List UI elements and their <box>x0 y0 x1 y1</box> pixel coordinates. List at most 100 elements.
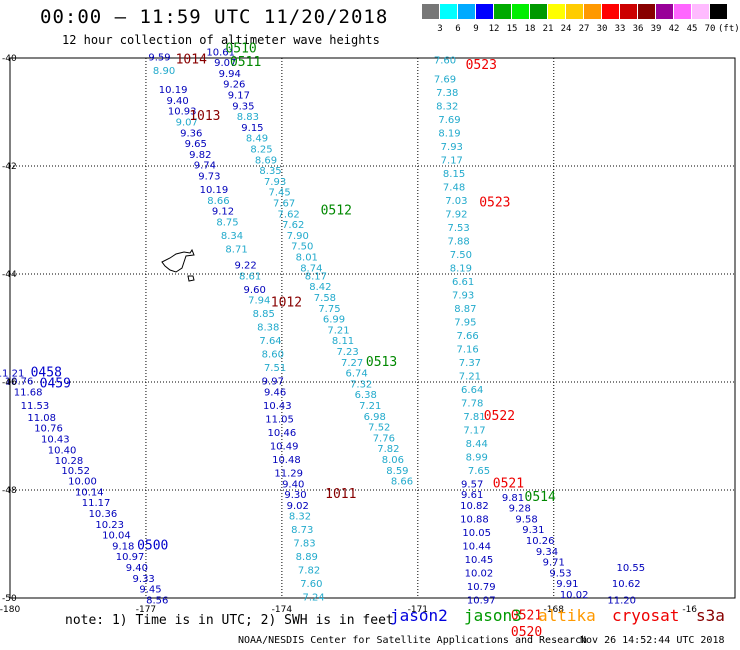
swh-value: 7.83 <box>293 539 315 550</box>
swh-value: 7.53 <box>447 223 469 234</box>
swh-value: 9.07 <box>214 58 236 69</box>
map-grid <box>9 57 736 599</box>
swh-value: 11.21 <box>0 369 24 380</box>
legend-swatch <box>512 4 529 19</box>
swh-value: 8.49 <box>246 134 268 145</box>
legend-swatch <box>584 4 601 19</box>
swh-value: 10.00 <box>68 477 97 488</box>
swh-value: 9.26 <box>223 80 245 91</box>
swh-value: 7.17 <box>441 155 463 166</box>
swh-value: 8.01 <box>296 253 318 264</box>
swh-value: 9.73 <box>198 172 220 183</box>
swh-value: 8.34 <box>221 231 243 242</box>
swh-value: 6.99 <box>323 315 345 326</box>
swh-value: 7.76 <box>373 433 395 444</box>
swh-value: 10.45 <box>465 555 494 566</box>
legend-label: 9 <box>473 24 479 34</box>
swh-value: 8.66 <box>391 477 413 488</box>
swh-value: 8.60 <box>262 350 284 361</box>
swh-value: 7.64 <box>259 336 281 347</box>
legend-swatch <box>566 4 583 19</box>
pass-time-label: 0523 <box>479 196 510 211</box>
legend-swatch <box>422 4 439 19</box>
legend-label: 30 <box>596 24 608 34</box>
swh-value: 6.64 <box>461 385 483 396</box>
legend-label: 15 <box>506 24 518 34</box>
legend-label: 27 <box>578 24 590 34</box>
swh-value: 7.66 <box>457 331 479 342</box>
swh-value: 8.32 <box>436 101 458 112</box>
swh-value: 8.71 <box>225 244 247 255</box>
swh-value: 7.50 <box>450 250 472 261</box>
lat-tick-label: -48 <box>2 486 17 496</box>
swh-value: 9.33 <box>133 574 155 585</box>
legend-label: 3 <box>437 24 443 34</box>
swh-value: 9.31 <box>522 525 544 536</box>
swh-value: 10.43 <box>41 434 70 445</box>
pass-time-label: 0521 <box>511 609 542 624</box>
swh-value: 10.97 <box>116 552 145 563</box>
swh-value: 11.08 <box>27 413 56 424</box>
footnote: note: 1) Time is in UTC; 2) SWH is in fe… <box>65 613 394 628</box>
swh-value: 8.38 <box>257 323 279 334</box>
swh-value: 10.97 <box>467 595 496 606</box>
swh-value: 10.76 <box>34 424 63 435</box>
pass-time-label: 0523 <box>466 58 497 73</box>
map-frame <box>9 57 736 599</box>
swh-value: 8.44 <box>466 439 488 450</box>
swh-tracks: 11.2110.7611.6811.5311.0810.7610.4310.40… <box>0 47 645 606</box>
chart-title: 00:00 – 11:59 UTC 11/20/2018 <box>40 6 389 28</box>
legend-swatch <box>458 4 475 19</box>
swh-value: 7.90 <box>287 231 309 242</box>
swh-value: 9.17 <box>228 91 250 102</box>
swh-value: 7.78 <box>461 398 483 409</box>
lat-tick-label: -42 <box>2 162 17 172</box>
swh-value: 9.34 <box>536 547 558 558</box>
swh-value: 10.44 <box>462 541 491 552</box>
swh-value: 8.19 <box>438 128 460 139</box>
swh-value: 7.51 <box>264 363 286 374</box>
swh-value: 11.17 <box>82 498 111 509</box>
pass-time-label: 0521 <box>493 476 524 491</box>
legend-label: 33 <box>614 24 626 34</box>
pass-time-label: 0510 <box>225 42 256 57</box>
swh-value: 8.75 <box>216 217 238 228</box>
pass-time-label: 0522 <box>484 409 515 424</box>
swh-value: 7.82 <box>377 444 399 455</box>
pass-time-label: 0512 <box>321 204 352 219</box>
pass-time-label: 0458 <box>31 366 62 381</box>
legend-swatch <box>476 4 493 19</box>
swh-value: 8.25 <box>250 145 272 156</box>
swh-value: 6.61 <box>452 277 474 288</box>
swh-value: 9.07 <box>176 118 198 129</box>
swh-value: 9.40 <box>167 96 189 107</box>
lon-tick-label: -180 <box>0 605 20 615</box>
lon-tick-label: -16 <box>682 605 697 615</box>
swh-value: 9.74 <box>194 161 216 172</box>
swh-value: 10.82 <box>460 501 489 512</box>
lat-tick-label: -50 <box>2 594 17 604</box>
legend-swatch <box>548 4 565 19</box>
swh-value: 9.97 <box>262 377 284 388</box>
legend-label: (ft) <box>718 24 740 34</box>
legend-swatch <box>710 4 727 19</box>
legend-label: 45 <box>686 24 698 34</box>
swh-value: 9.12 <box>212 207 234 218</box>
legend-label: 42 <box>668 24 680 34</box>
swh-value: 7.16 <box>457 344 479 355</box>
swh-value: 9.65 <box>185 139 207 150</box>
swh-value: 9.58 <box>515 514 537 525</box>
swh-value: 9.53 <box>549 568 571 579</box>
swh-value: 10.79 <box>467 582 496 593</box>
swh-value: 8.35 <box>259 166 281 177</box>
swh-value: 9.36 <box>180 128 202 139</box>
swh-value: 8.17 <box>305 271 327 282</box>
swh-value: 9.18 <box>112 541 134 552</box>
swh-value: 9.28 <box>509 504 531 515</box>
chart-subtitle: 12 hour collection of altimeter wave hei… <box>62 33 380 47</box>
legend-label: 18 <box>524 24 536 34</box>
swh-value: 7.94 <box>248 296 270 307</box>
swh-value: 9.15 <box>241 123 263 134</box>
swh-value: 10.02 <box>465 568 494 579</box>
swh-value: 6.74 <box>346 369 368 380</box>
